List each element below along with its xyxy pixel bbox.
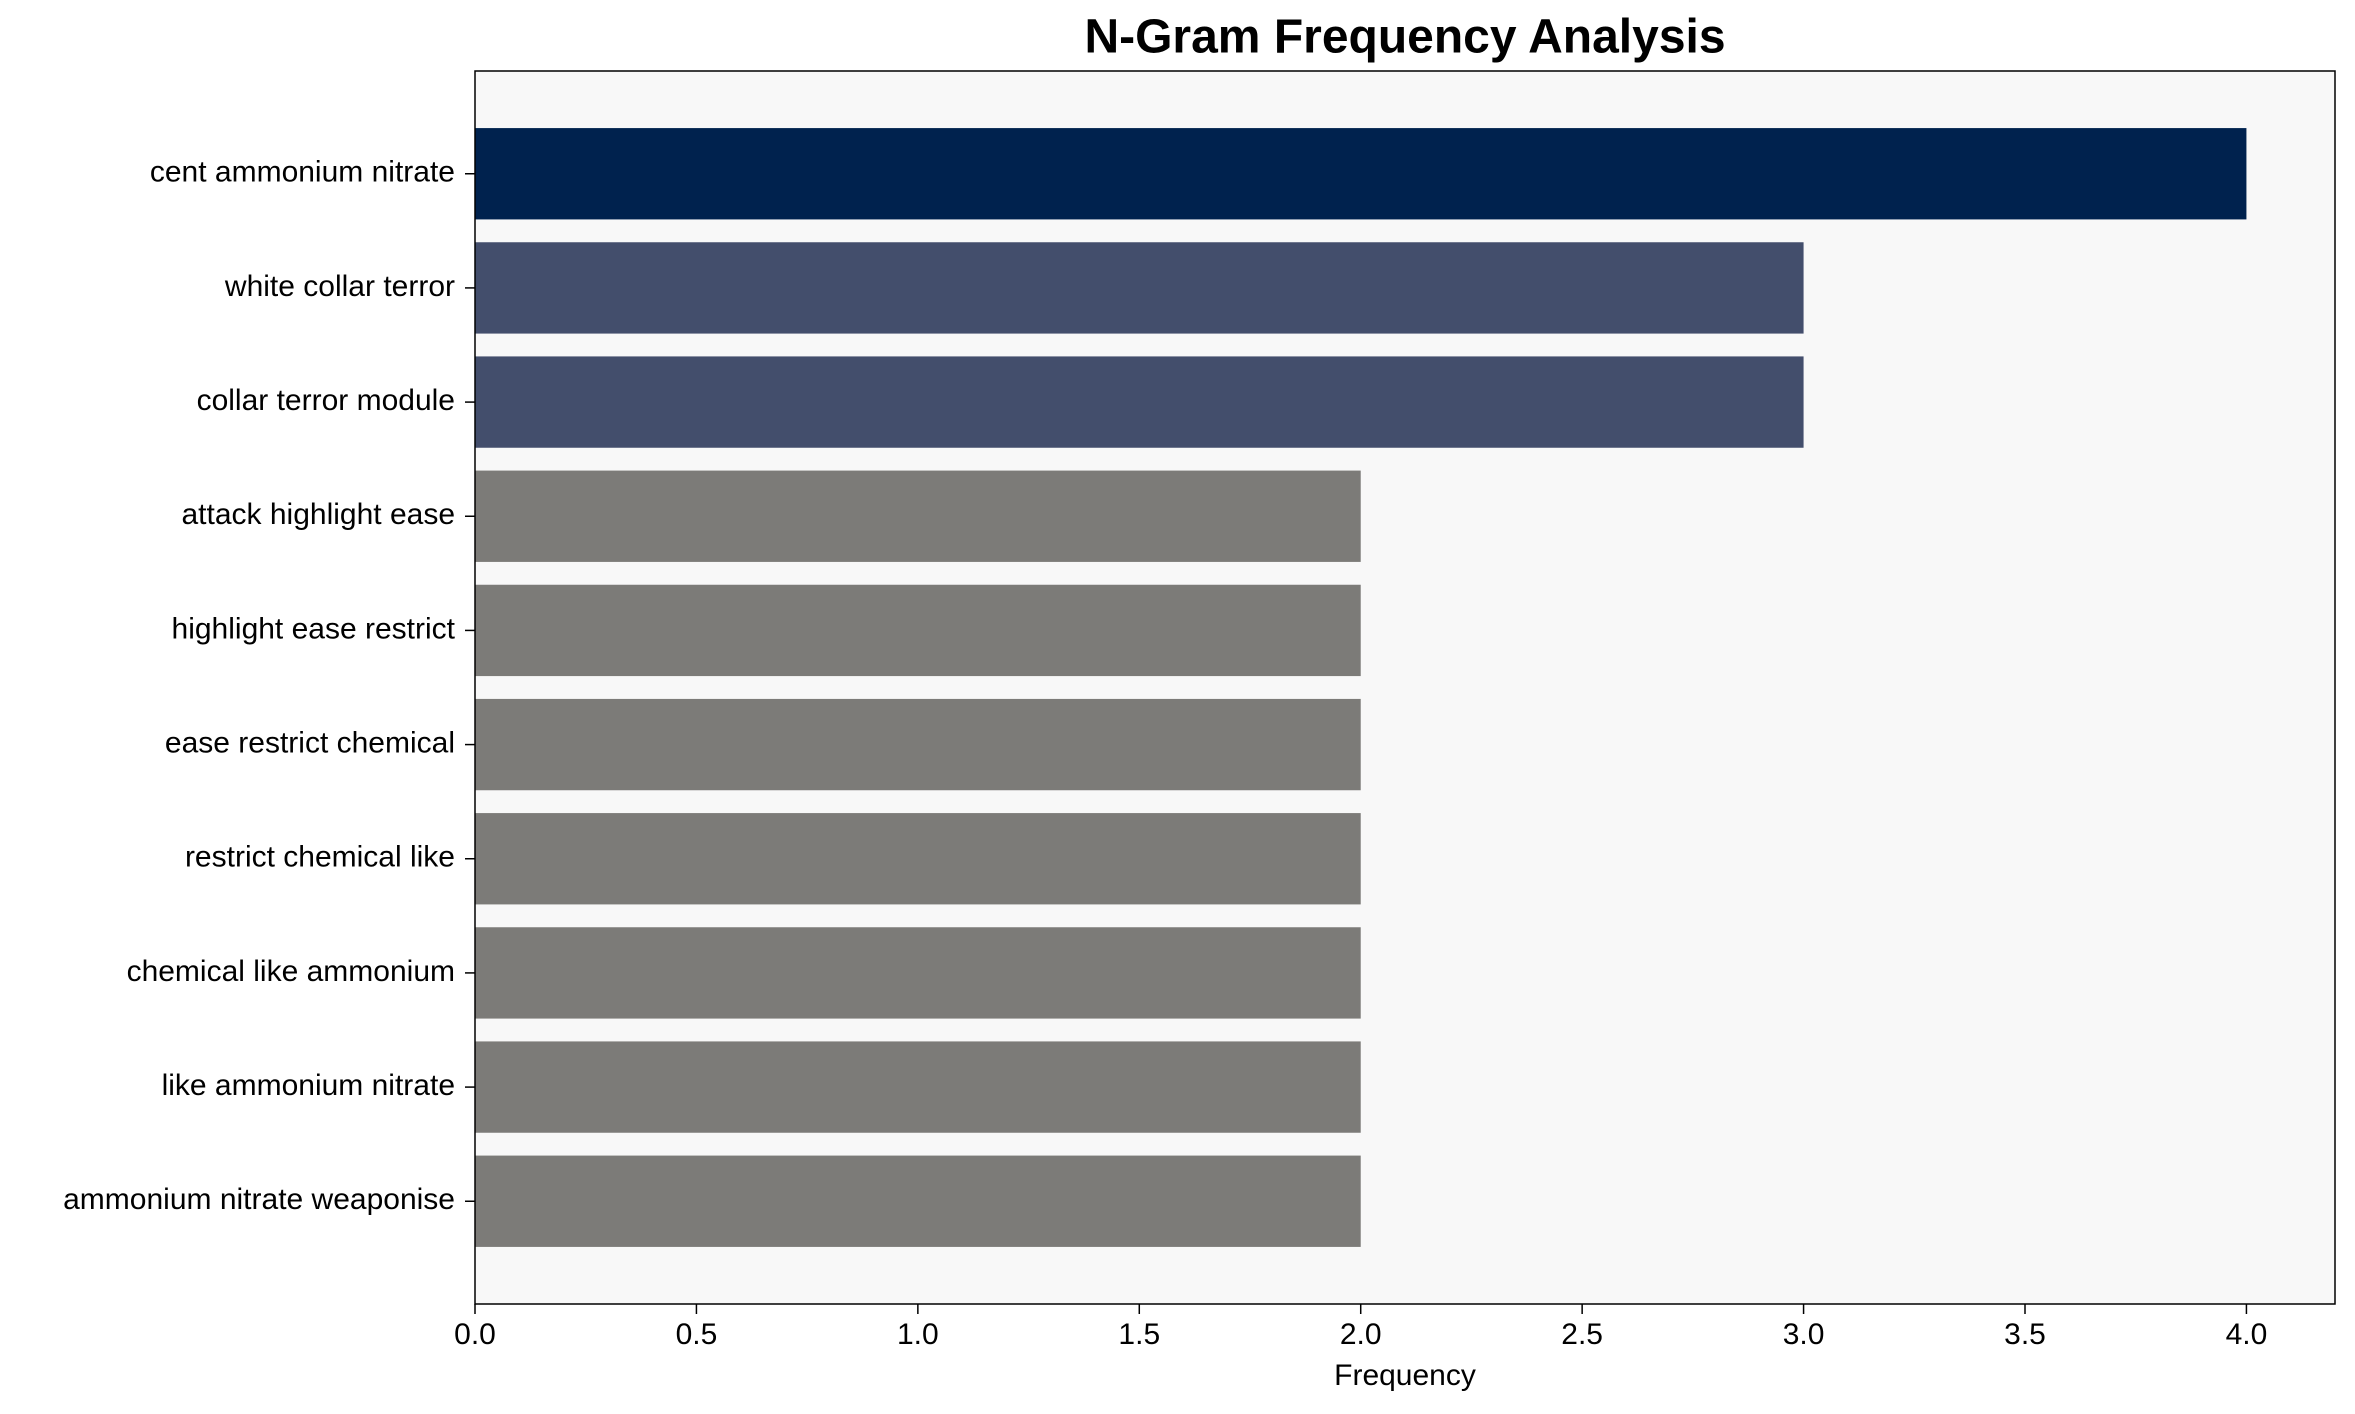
plot-frame (474, 70, 2336, 1305)
y-tick-label: collar terror module (197, 384, 455, 417)
y-tick-label: attack highlight ease (181, 498, 455, 531)
y-tick-label: restrict chemical like (185, 841, 455, 874)
bar (475, 1155, 1361, 1247)
x-tick-label: 2.0 (1340, 1318, 1382, 1351)
y-tick-label: ease restrict chemical (165, 727, 455, 760)
bar (475, 698, 1361, 791)
x-axis-label: Frequency (1334, 1359, 1476, 1392)
bar (475, 1041, 1361, 1133)
x-tick-label: 3.5 (2004, 1318, 2046, 1351)
bar (475, 813, 1361, 905)
bar (475, 470, 1361, 562)
bar (475, 356, 1804, 448)
x-tick-label: 0.5 (676, 1318, 718, 1351)
y-tick-label: white collar terror (224, 270, 455, 303)
y-tick-label: highlight ease restrict (172, 612, 456, 645)
x-tick-label: 3.0 (1783, 1318, 1825, 1351)
bar (475, 584, 1361, 677)
bar (475, 927, 1361, 1019)
x-tick-label: 1.5 (1118, 1318, 1160, 1351)
y-tick-label: chemical like ammonium (127, 955, 455, 988)
bar (475, 128, 2247, 220)
chart-title: N-Gram Frequency Analysis (1084, 11, 1725, 64)
bar (475, 242, 1804, 334)
x-tick-label: 1.0 (897, 1318, 939, 1351)
x-tick-label: 0.0 (454, 1318, 496, 1351)
y-tick-label: like ammonium nitrate (162, 1069, 455, 1102)
x-tick-label: 2.5 (1561, 1318, 1603, 1351)
x-tick-label: 4.0 (2226, 1318, 2268, 1351)
y-tick-label: cent ammonium nitrate (150, 156, 455, 189)
y-tick-label: ammonium nitrate weaponise (63, 1183, 455, 1216)
